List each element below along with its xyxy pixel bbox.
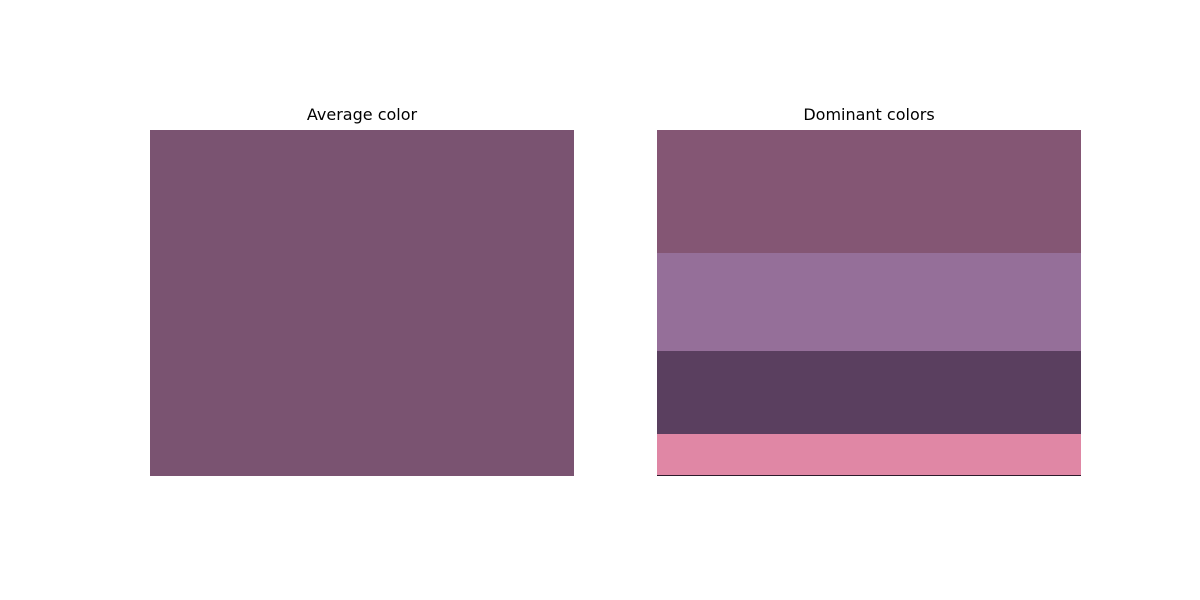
- average-color-box: [150, 130, 574, 476]
- average-color-title: Average color: [306, 105, 418, 124]
- dominant-color-band: [657, 433, 1081, 475]
- dominant-color-band: [657, 351, 1081, 434]
- dominant-color-band: [657, 252, 1081, 352]
- dominant-colors-title: Dominant colors: [803, 105, 935, 124]
- dominant-color-band: [657, 474, 1081, 476]
- dominant-colors-box: [657, 130, 1081, 476]
- dominant-color-band: [657, 130, 1081, 253]
- average-color-swatch: [150, 130, 574, 476]
